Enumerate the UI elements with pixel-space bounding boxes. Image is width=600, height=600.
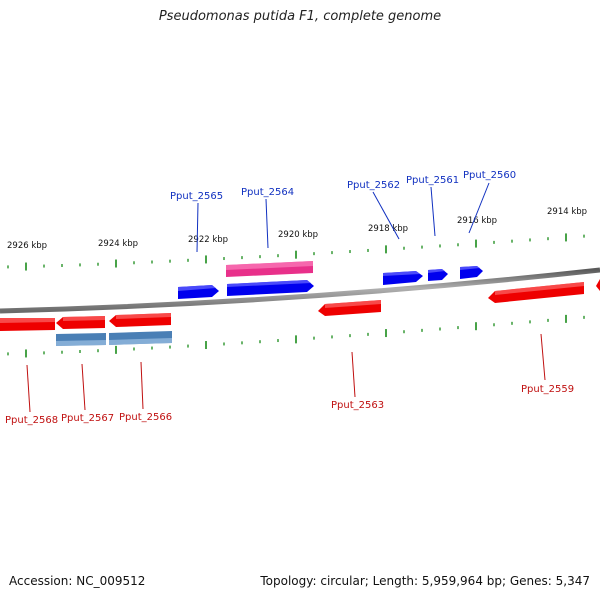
- upper-ticks: [7, 233, 585, 271]
- callout-line-pput_2566: [140, 361, 144, 410]
- tick-label-2916: 2916 kbp: [457, 216, 497, 226]
- gene-arrow-pput_2559[interactable]: [488, 282, 584, 303]
- gene-pseudo-pput_2566[interactable]: [109, 331, 172, 345]
- gene-label-pput_2559[interactable]: Pput_2559: [521, 384, 574, 395]
- tick-label-2924: 2924 kbp: [98, 239, 138, 249]
- gene-arrow-pput_2565[interactable]: [178, 285, 219, 299]
- genome-summary-text: Topology: circular; Length: 5,959,964 bp…: [260, 574, 590, 588]
- gene-label-pput_2563[interactable]: Pput_2563: [331, 400, 384, 411]
- gene-label-pput_2562[interactable]: Pput_2562: [347, 180, 400, 191]
- genome-backbone: [0, 267, 600, 314]
- callout-line-pput_2559: [540, 333, 546, 381]
- gene-label-pput_2560[interactable]: Pput_2560: [463, 170, 516, 181]
- gene-label-pput_2566[interactable]: Pput_2566: [119, 412, 172, 423]
- callout-line-pput_2564: [265, 198, 269, 249]
- gene-label-pput_2567[interactable]: Pput_2567: [61, 413, 114, 424]
- tick-label-2926: 2926 kbp: [7, 241, 47, 251]
- gene-arrow-pput_2563[interactable]: [318, 300, 381, 316]
- gene-arrow-pput_2568[interactable]: [0, 318, 55, 331]
- tick-label-2918: 2918 kbp: [368, 224, 408, 234]
- gene-arrow-pput_2564[interactable]: [227, 280, 314, 296]
- gene-arrow-pput_2560[interactable]: [460, 266, 483, 279]
- gene-arrow-pput_2567[interactable]: [56, 316, 105, 329]
- gene-arrow-pput_2566[interactable]: [109, 313, 171, 327]
- tick-label-2920: 2920 kbp: [278, 230, 318, 240]
- tick-label-2914: 2914 kbp: [547, 207, 587, 217]
- accession-text: Accession: NC_009512: [9, 574, 146, 588]
- callout-line-pput_2562: [372, 191, 400, 240]
- lower-ticks: [7, 314, 585, 358]
- gene-pseudo-pput_2564[interactable]: [226, 261, 313, 277]
- tick-label-2922: 2922 kbp: [188, 235, 228, 245]
- callout-line-pput_2565: [196, 202, 199, 253]
- gene-arrow-offscreen[interactable]: [596, 279, 600, 291]
- gene-label-pput_2561[interactable]: Pput_2561: [406, 175, 459, 186]
- callout-line-pput_2561: [430, 186, 436, 237]
- callout-line-pput_2560: [468, 182, 490, 234]
- callout-line-pput_2563: [351, 351, 356, 398]
- callout-line-pput_2567: [81, 363, 86, 411]
- genome-title: Pseudomonas putida F1, complete genome: [158, 9, 442, 24]
- gene-arrow-pput_2561[interactable]: [428, 269, 448, 281]
- gene-label-pput_2564[interactable]: Pput_2564: [241, 187, 294, 198]
- gene-label-pput_2568[interactable]: Pput_2568: [5, 415, 58, 426]
- callout-line-pput_2568: [26, 364, 31, 413]
- gene-label-pput_2565[interactable]: Pput_2565: [170, 191, 223, 202]
- gene-arrow-pput_2562[interactable]: [383, 271, 423, 285]
- gene-pseudo-pput_2567[interactable]: [56, 333, 106, 346]
